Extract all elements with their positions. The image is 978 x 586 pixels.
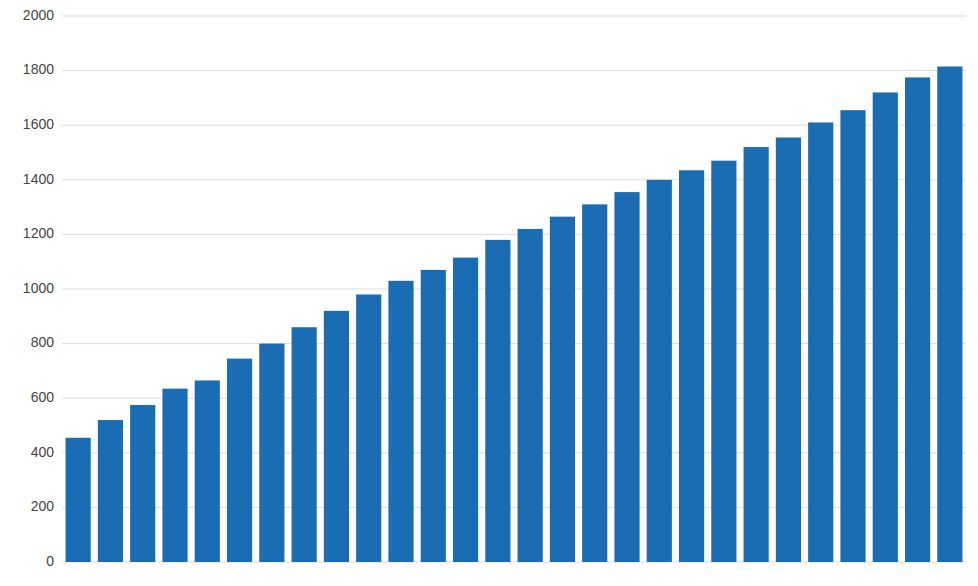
bar xyxy=(356,294,381,562)
y-tick-label: 0 xyxy=(46,553,54,569)
bar xyxy=(324,311,349,562)
bar xyxy=(421,270,446,562)
bars xyxy=(66,67,963,562)
grid-line xyxy=(62,70,966,71)
bar xyxy=(195,380,220,562)
chart-container: 0 200 400 600 800 1000 1200 1400 1600 1800 2000 xyxy=(0,0,978,586)
bar xyxy=(614,192,639,562)
y-tick-label: 1200 xyxy=(23,225,54,241)
y-tick-label: 600 xyxy=(31,389,55,405)
bar xyxy=(259,344,284,562)
y-tick-label: 2000 xyxy=(23,7,54,23)
bar xyxy=(130,405,155,562)
y-tick-label: 400 xyxy=(31,444,55,460)
y-tick-label: 200 xyxy=(31,498,55,514)
bar xyxy=(808,122,833,562)
grid-line xyxy=(62,16,966,17)
y-tick-label: 1000 xyxy=(23,280,54,296)
bar xyxy=(679,170,704,562)
y-tick-label: 800 xyxy=(31,334,55,350)
bar xyxy=(647,180,672,562)
y-tick-label: 1400 xyxy=(23,171,54,187)
bar xyxy=(840,110,865,562)
bar xyxy=(711,161,736,562)
bar xyxy=(744,147,769,562)
bar xyxy=(66,438,91,562)
bar xyxy=(582,204,607,562)
y-tick-label: 1800 xyxy=(23,61,54,77)
y-axis: 0 200 400 600 800 1000 1200 1400 1600 1800 2000 xyxy=(23,7,54,569)
bar xyxy=(227,359,252,562)
grid xyxy=(62,16,966,562)
bar xyxy=(937,67,962,562)
bar xyxy=(453,258,478,562)
bar xyxy=(292,327,317,562)
bar xyxy=(162,389,187,562)
chart: 0 200 400 600 800 1000 1200 1400 1600 1800 2000 xyxy=(0,0,978,586)
y-tick-label: 1600 xyxy=(23,116,54,132)
bar xyxy=(873,92,898,562)
bar xyxy=(485,240,510,562)
bar xyxy=(388,281,413,562)
bar xyxy=(518,229,543,562)
bar xyxy=(550,217,575,562)
bar xyxy=(776,137,801,562)
bar xyxy=(905,77,930,562)
bar xyxy=(98,420,123,562)
